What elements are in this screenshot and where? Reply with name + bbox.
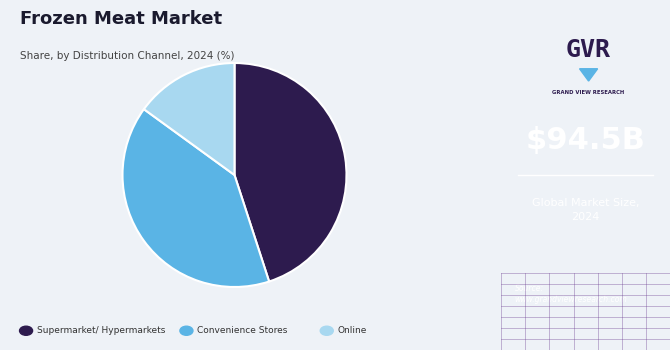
Text: Supermarket/ Hypermarkets: Supermarket/ Hypermarkets	[37, 326, 165, 335]
Text: Global Market Size,
2024: Global Market Size, 2024	[532, 198, 639, 222]
Text: Source:
www.grandviewresearch.com: Source: www.grandviewresearch.com	[515, 284, 627, 304]
Circle shape	[320, 326, 333, 335]
Wedge shape	[144, 63, 234, 175]
Wedge shape	[234, 63, 346, 281]
Text: $94.5B: $94.5B	[526, 126, 645, 154]
Text: Share, by Distribution Channel, 2024 (%): Share, by Distribution Channel, 2024 (%)	[20, 51, 234, 61]
Wedge shape	[123, 109, 269, 287]
Text: Convenience Stores: Convenience Stores	[197, 326, 287, 335]
Circle shape	[180, 326, 193, 335]
Text: Frozen Meat Market: Frozen Meat Market	[20, 10, 222, 28]
Text: Online: Online	[337, 326, 366, 335]
Circle shape	[19, 326, 33, 335]
Text: GRAND VIEW RESEARCH: GRAND VIEW RESEARCH	[553, 90, 624, 95]
Text: GVR: GVR	[566, 38, 611, 62]
Polygon shape	[580, 69, 598, 81]
